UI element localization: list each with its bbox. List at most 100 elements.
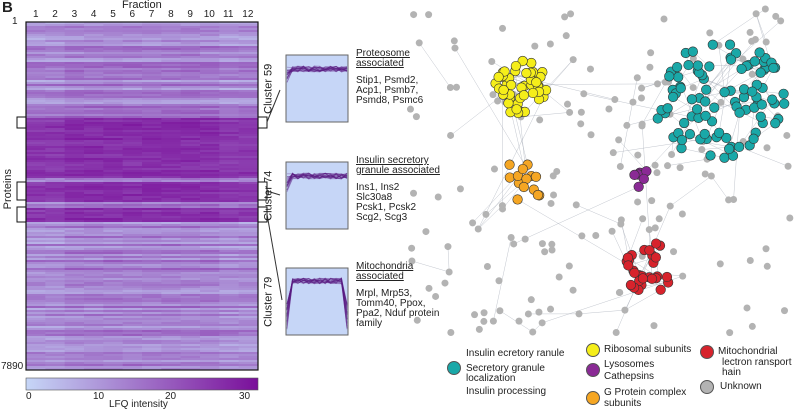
heatmap-cell xyxy=(45,338,66,341)
legend-purple-line: Lysosomes xyxy=(604,359,655,370)
heatmap-cell xyxy=(142,28,162,31)
heatmap-cell xyxy=(103,148,124,151)
heatmap-cell xyxy=(200,274,220,277)
heatmap-cell xyxy=(26,244,46,247)
heatmap-cell xyxy=(84,266,104,269)
network-node xyxy=(746,257,754,265)
heatmap-cell xyxy=(122,126,143,129)
network-node xyxy=(679,272,687,280)
heatmap-cell xyxy=(219,188,240,191)
heatmap-cell xyxy=(45,86,66,89)
heatmap-cell xyxy=(180,98,201,101)
heatmap-cell xyxy=(64,70,85,73)
heatmap-cell xyxy=(142,202,162,205)
heatmap-cell xyxy=(26,168,46,171)
heatmap-cell xyxy=(122,184,143,187)
heatmap-cell xyxy=(84,310,104,313)
heatmap-cell xyxy=(238,310,259,313)
heatmap-cell xyxy=(122,70,143,73)
heatmap-cell xyxy=(161,288,182,291)
network-node xyxy=(518,181,529,193)
heatmap-cell xyxy=(142,282,162,285)
network-node xyxy=(547,199,555,207)
heatmap-cell xyxy=(84,80,104,83)
heatmap-cell xyxy=(238,118,259,121)
profile-line xyxy=(286,65,348,79)
profile-line xyxy=(286,277,348,305)
heatmap-cell xyxy=(45,250,66,253)
heatmap-cell xyxy=(180,218,201,221)
heatmap-cell xyxy=(26,196,46,199)
heatmap-cell xyxy=(45,186,66,189)
heatmap-cell xyxy=(122,328,143,331)
heatmap-cell xyxy=(161,342,182,345)
heatmap-cell xyxy=(122,304,143,307)
heatmap-cell xyxy=(84,236,104,239)
heatmap-cell xyxy=(200,104,220,107)
network-node xyxy=(496,307,504,315)
heatmap-cell xyxy=(103,348,124,351)
heatmap-cell xyxy=(200,324,220,327)
heatmap-cell xyxy=(84,112,104,115)
heatmap-cell xyxy=(64,154,85,157)
network-node xyxy=(489,91,497,99)
heatmap-cell xyxy=(26,356,46,359)
network-node xyxy=(673,72,684,83)
heatmap-cell xyxy=(45,252,66,255)
cluster-profile-panel xyxy=(285,54,349,123)
network-node xyxy=(504,159,515,170)
heatmap-cell xyxy=(200,312,220,315)
network-node xyxy=(447,329,455,337)
heatmap-cell xyxy=(26,346,46,349)
heatmap-cell xyxy=(180,332,201,335)
network-node xyxy=(706,29,714,37)
network-node xyxy=(480,317,488,325)
heatmap-cell xyxy=(180,68,201,71)
heatmap-cell xyxy=(84,166,104,169)
heatmap-cell xyxy=(161,260,182,263)
heatmap-cell xyxy=(142,164,162,167)
heatmap-cell xyxy=(180,136,201,139)
heatmap-cell xyxy=(84,66,104,69)
heatmap-cell xyxy=(200,118,220,121)
heatmap-cell xyxy=(161,240,182,243)
heatmap-cell xyxy=(45,190,66,193)
heatmap-cell xyxy=(122,240,143,243)
heatmap-cell xyxy=(142,262,162,265)
heatmap-cell xyxy=(200,328,220,331)
profile-line xyxy=(286,65,348,77)
heatmap-cell xyxy=(122,216,143,219)
heatmap-cell xyxy=(238,292,259,295)
heatmap-cell xyxy=(142,34,162,37)
heatmap-cell xyxy=(64,314,85,317)
heatmap-cell xyxy=(26,210,46,213)
heatmap-cell xyxy=(26,250,46,253)
heatmap-cell xyxy=(103,256,124,259)
network-node xyxy=(566,108,574,116)
profile-line xyxy=(286,172,348,187)
profile-line xyxy=(286,66,348,72)
network-node xyxy=(704,61,715,72)
heatmap-cell xyxy=(45,94,66,97)
heatmap-cell xyxy=(45,132,66,135)
heatmap-cell xyxy=(45,364,66,367)
heatmap-cell xyxy=(122,160,143,163)
heatmap-cell xyxy=(180,54,201,57)
heatmap-cell xyxy=(26,36,46,39)
heatmap-cell xyxy=(142,350,162,353)
heatmap-cell xyxy=(45,36,66,39)
heatmap-cell xyxy=(200,162,220,165)
heatmap-cell xyxy=(64,256,85,259)
heatmap-cell xyxy=(238,302,259,305)
heatmap-cell xyxy=(45,146,66,149)
heatmap-cell xyxy=(103,266,124,269)
heatmap-cell xyxy=(200,40,220,43)
profile-line xyxy=(286,66,348,83)
heatmap-cell xyxy=(122,166,143,169)
heatmap-cell xyxy=(84,196,104,199)
heatmap-cell xyxy=(84,250,104,253)
heatmap-cell xyxy=(200,242,220,245)
heatmap-cell xyxy=(84,130,104,133)
heatmap-cell xyxy=(238,186,259,189)
heatmap-cell xyxy=(161,322,182,325)
